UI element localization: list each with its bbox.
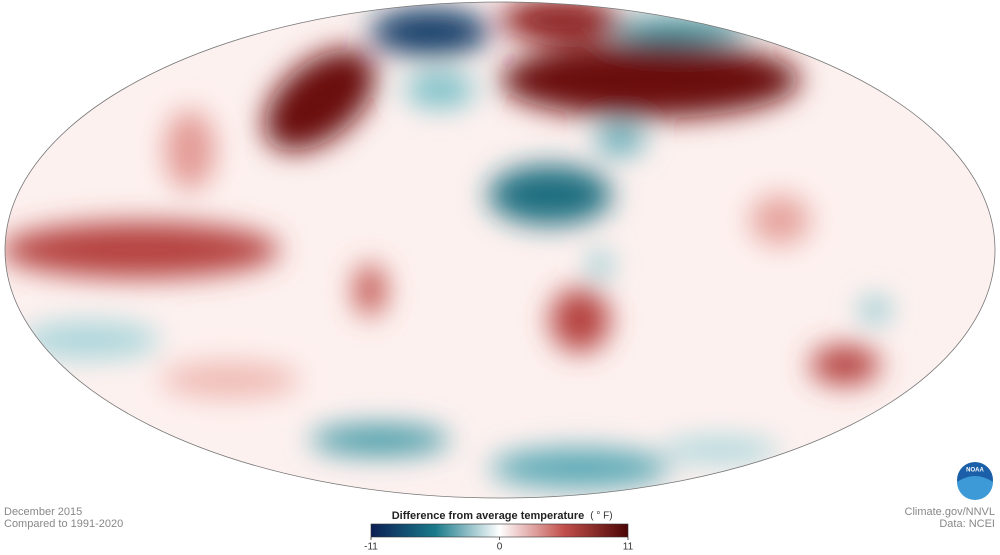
date-label: December 2015 [4, 506, 82, 518]
legend-ticks: -11 0 11 [364, 537, 634, 553]
tick-label: 0 [497, 542, 503, 553]
tick-label: -11 [364, 542, 378, 553]
globe-outline [4, 1, 996, 499]
temperature-map [5, 2, 995, 498]
noaa-logo: NOAA [957, 462, 993, 500]
legend-title: Difference from average temperature [392, 510, 585, 522]
source-credit: Climate.gov/NNVL [905, 506, 995, 518]
legend-unit: ( ° F) [590, 511, 612, 522]
baseline-label: Compared to 1991-2020 [4, 518, 123, 530]
tick-label: 11 [623, 542, 634, 553]
logo-text: NOAA [966, 468, 984, 474]
color-bar [370, 523, 629, 538]
data-credit: Data: NCEI [939, 518, 995, 530]
